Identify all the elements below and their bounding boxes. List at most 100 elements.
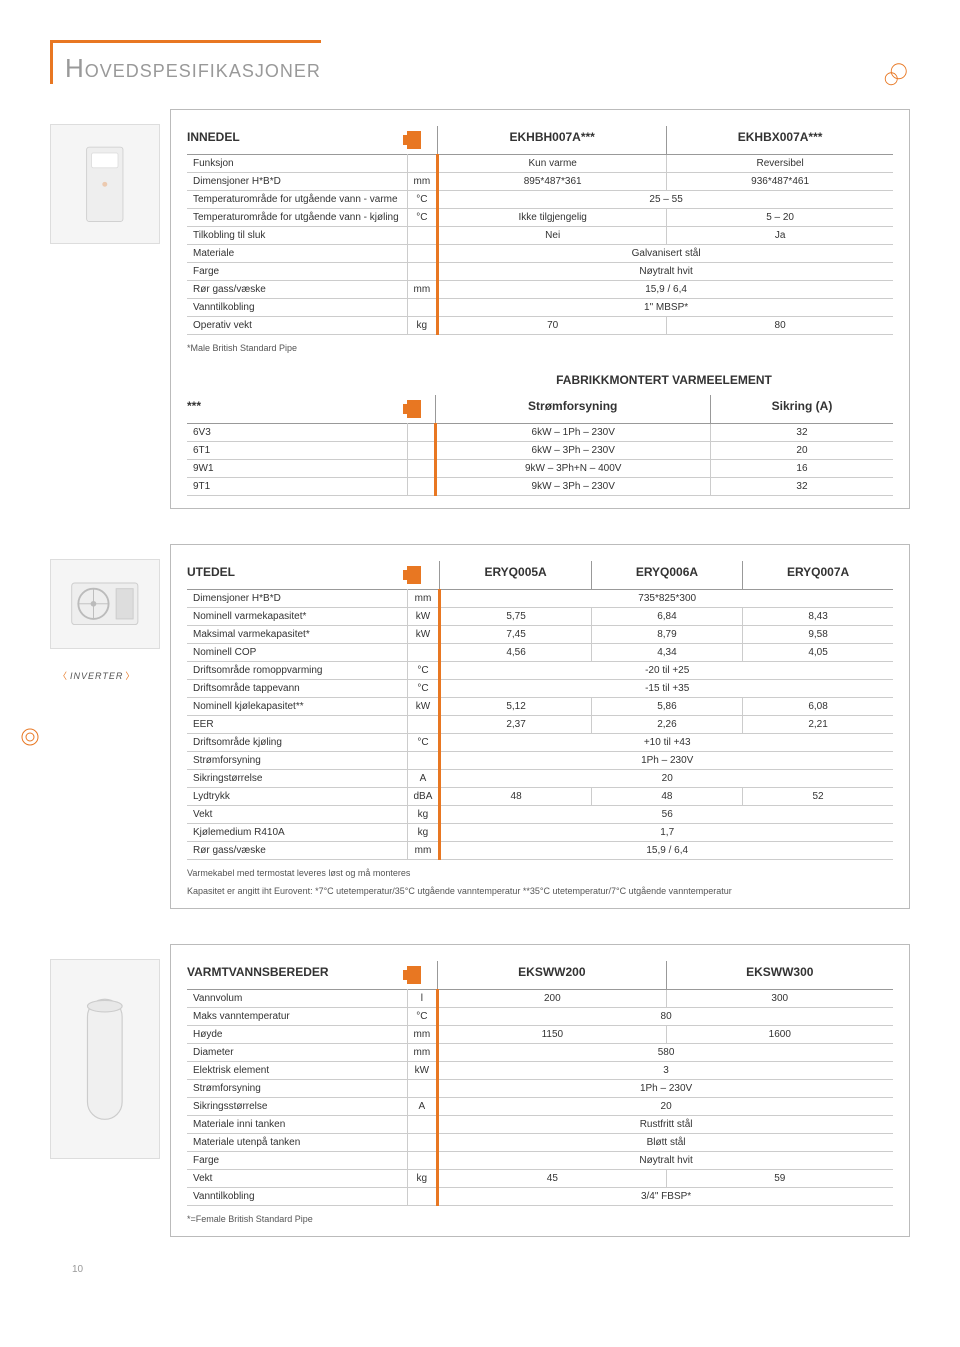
row-label: Materiale inni tanken bbox=[187, 1116, 407, 1134]
row-value: 56 bbox=[440, 806, 893, 824]
table-row: Materiale utenpå tankenBløtt stål bbox=[187, 1134, 893, 1152]
row-value: 32 bbox=[710, 424, 893, 442]
row-value: 52 bbox=[743, 788, 893, 806]
table-row: 6T16kW – 3Ph – 230V20 bbox=[187, 442, 893, 460]
table-row: Driftsområde romoppvarming°C-20 til +25 bbox=[187, 662, 893, 680]
row-value: 48 bbox=[440, 788, 591, 806]
table-row: Elektrisk elementkW3 bbox=[187, 1062, 893, 1080]
row-label: Nominell varmekapasitet* bbox=[187, 608, 407, 626]
row-value: 5,75 bbox=[440, 608, 591, 626]
row-unit: °C bbox=[407, 209, 438, 227]
row-unit bbox=[407, 1080, 438, 1098]
utedel-col-0: ERYQ005A bbox=[440, 561, 591, 590]
row-unit: l bbox=[407, 990, 438, 1008]
row-unit: °C bbox=[407, 680, 440, 698]
table-row: Vanntilkobling3/4" FBSP* bbox=[187, 1188, 893, 1206]
row-unit: mm bbox=[407, 1044, 438, 1062]
table-row: Maks vanntemperatur°C80 bbox=[187, 1008, 893, 1026]
table-fabrikk: FABRIKKMONTERT VARMEELEMENT *** Strømfor… bbox=[187, 359, 893, 496]
varmtvann-footnote: *=Female British Standard Pipe bbox=[187, 1206, 893, 1224]
table-row: Driftsområde kjøling°C+10 til +43 bbox=[187, 734, 893, 752]
row-unit: kg bbox=[407, 824, 440, 842]
row-value: 3 bbox=[438, 1062, 893, 1080]
varmtvann-col-1: EKSWW300 bbox=[666, 961, 893, 990]
row-value: 20 bbox=[710, 442, 893, 460]
row-value: 2,37 bbox=[440, 716, 591, 734]
row-label: Vanntilkobling bbox=[187, 299, 407, 317]
row-unit: °C bbox=[407, 734, 440, 752]
page-title-wrap: Hovedspesifikasjoner bbox=[50, 40, 321, 84]
row-label: Rør gass/væske bbox=[187, 842, 407, 860]
row-value: 1Ph – 230V bbox=[438, 1080, 893, 1098]
row-value: 9kW – 3Ph – 230V bbox=[435, 478, 710, 496]
inverter-badge: INVERTER bbox=[58, 669, 135, 682]
row-unit: mm bbox=[407, 842, 440, 860]
row-unit bbox=[407, 299, 438, 317]
row-unit bbox=[407, 752, 440, 770]
row-label: Dimensjoner H*B*D bbox=[187, 173, 407, 191]
table-row: Vektkg4559 bbox=[187, 1170, 893, 1188]
innedel-col-1: EKHBX007A*** bbox=[667, 126, 893, 155]
row-value: 25 – 55 bbox=[438, 191, 893, 209]
table-row: MaterialeGalvanisert stål bbox=[187, 245, 893, 263]
row-value: Nøytralt hvit bbox=[438, 1152, 893, 1170]
row-unit: kW bbox=[407, 626, 440, 644]
row-label: Temperaturområde for utgående vann - var… bbox=[187, 191, 407, 209]
product-image-indoor bbox=[50, 124, 160, 244]
table-row: 6V36kW – 1Ph – 230V32 bbox=[187, 424, 893, 442]
page-title: Hovedspesifikasjoner bbox=[65, 53, 321, 84]
row-label: Operativ vekt bbox=[187, 317, 407, 335]
table-row: LydtrykkdBA484852 bbox=[187, 788, 893, 806]
innedel-footnote: *Male British Standard Pipe bbox=[187, 335, 893, 353]
row-label: Nominell kjølekapasitet** bbox=[187, 698, 407, 716]
row-unit bbox=[407, 1152, 438, 1170]
row-value: 80 bbox=[438, 1008, 893, 1026]
table-row: Rør gass/væskemm15,9 / 6,4 bbox=[187, 842, 893, 860]
row-label: 6T1 bbox=[187, 442, 407, 460]
row-value: 5,86 bbox=[591, 698, 742, 716]
row-value: Rustfritt stål bbox=[438, 1116, 893, 1134]
row-unit bbox=[407, 716, 440, 734]
row-label: 9T1 bbox=[187, 478, 407, 496]
row-label: Nominell COP bbox=[187, 644, 407, 662]
row-unit: kW bbox=[407, 608, 440, 626]
row-unit bbox=[407, 263, 438, 281]
row-unit: °C bbox=[407, 662, 440, 680]
notch-icon bbox=[407, 131, 421, 149]
product-image-tank bbox=[50, 959, 160, 1159]
table-varmtvann: VARMTVANNSBEREDER EKSWW200 EKSWW300 Vann… bbox=[187, 961, 893, 1206]
row-unit bbox=[407, 245, 438, 263]
row-value: 2,21 bbox=[743, 716, 893, 734]
row-value: 45 bbox=[438, 1170, 666, 1188]
row-value: Galvanisert stål bbox=[438, 245, 893, 263]
row-label: Vanntilkobling bbox=[187, 1188, 407, 1206]
row-value: 4,05 bbox=[743, 644, 893, 662]
row-value: 1Ph – 230V bbox=[440, 752, 893, 770]
table-row: Maksimal varmekapasitet*kW7,458,799,58 bbox=[187, 626, 893, 644]
utedel-col-2: ERYQ007A bbox=[743, 561, 893, 590]
table-row: Dimensjoner H*B*Dmm735*825*300 bbox=[187, 590, 893, 608]
varmtvann-col-0: EKSWW200 bbox=[438, 961, 666, 990]
row-value: 6,08 bbox=[743, 698, 893, 716]
row-value: 5 – 20 bbox=[667, 209, 893, 227]
utedel-footnote1: Varmekabel med termostat leveres løst og… bbox=[187, 860, 893, 878]
row-label: Lydtrykk bbox=[187, 788, 407, 806]
table-row: Vanntilkobling1" MBSP* bbox=[187, 299, 893, 317]
table-row: SikringsstørrelseA20 bbox=[187, 1098, 893, 1116]
row-value: 1,7 bbox=[440, 824, 893, 842]
row-unit bbox=[407, 1188, 438, 1206]
utedel-footnote2: Kapasitet er angitt iht Eurovent: *7°C u… bbox=[187, 878, 893, 896]
row-value: Reversibel bbox=[667, 155, 893, 173]
row-label: Høyde bbox=[187, 1026, 407, 1044]
table-utedel: UTEDEL ERYQ005A ERYQ006A ERYQ007A Dimens… bbox=[187, 561, 893, 860]
row-label: Rør gass/væske bbox=[187, 281, 407, 299]
fabrikk-col-1: Sikring (A) bbox=[710, 395, 893, 424]
row-unit: mm bbox=[407, 1026, 438, 1044]
table-row: 9W19kW – 3Ph+N – 400V16 bbox=[187, 460, 893, 478]
corner-circles-icon bbox=[880, 60, 910, 90]
row-value: 9,58 bbox=[743, 626, 893, 644]
row-label: Funksjon bbox=[187, 155, 407, 173]
row-value: 5,12 bbox=[440, 698, 591, 716]
fabrikk-label-head: *** bbox=[187, 395, 407, 424]
row-value: 59 bbox=[666, 1170, 893, 1188]
